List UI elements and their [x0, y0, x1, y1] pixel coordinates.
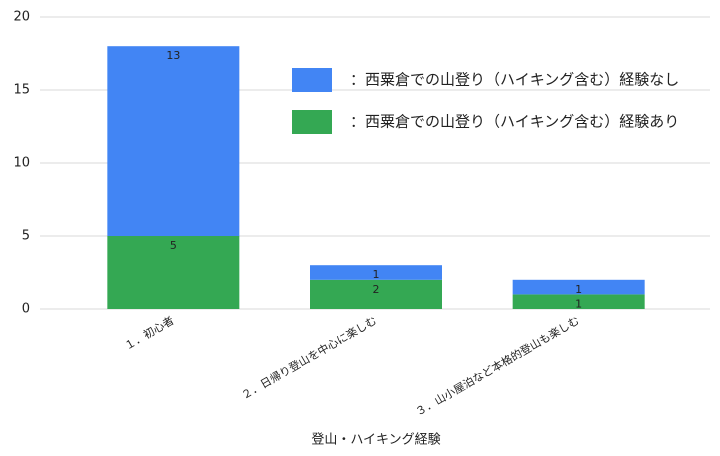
y-tick-label: 10 — [13, 156, 30, 171]
x-axis-title: 登山・ハイキング経験 — [311, 433, 440, 448]
y-tick-label: 5 — [22, 229, 30, 244]
data-label: 1 — [575, 297, 582, 310]
x-tick-label: １．初心者 — [122, 313, 177, 353]
y-tick-label: 0 — [22, 302, 30, 317]
data-label: 2 — [373, 283, 380, 296]
data-label: 1 — [575, 283, 582, 296]
bar-segment — [512, 279, 645, 295]
bar-segment — [310, 265, 442, 280]
legend-swatch — [292, 110, 332, 134]
legend-label: ：西粟倉での山登り（ハイキング含む）経験なし — [350, 71, 679, 89]
data-label: 1 — [373, 268, 380, 281]
y-tick-label: 15 — [13, 83, 30, 98]
bar-segment — [310, 279, 442, 309]
y-tick-label: 20 — [13, 10, 30, 25]
bar-segment — [107, 236, 240, 309]
legend-swatch — [292, 68, 332, 92]
legend-label: ：西粟倉での山登り（ハイキング含む）経験あり — [350, 113, 679, 131]
bar-segment — [107, 46, 240, 237]
bar-segment — [512, 294, 645, 309]
x-tick-label: ３．山小屋泊など本格的登山も楽しむ — [413, 313, 582, 419]
x-tick-label: ２．日帰り登山を中心に楽しむ — [239, 313, 379, 402]
data-label: 13 — [166, 49, 180, 62]
data-label: 5 — [170, 239, 177, 252]
